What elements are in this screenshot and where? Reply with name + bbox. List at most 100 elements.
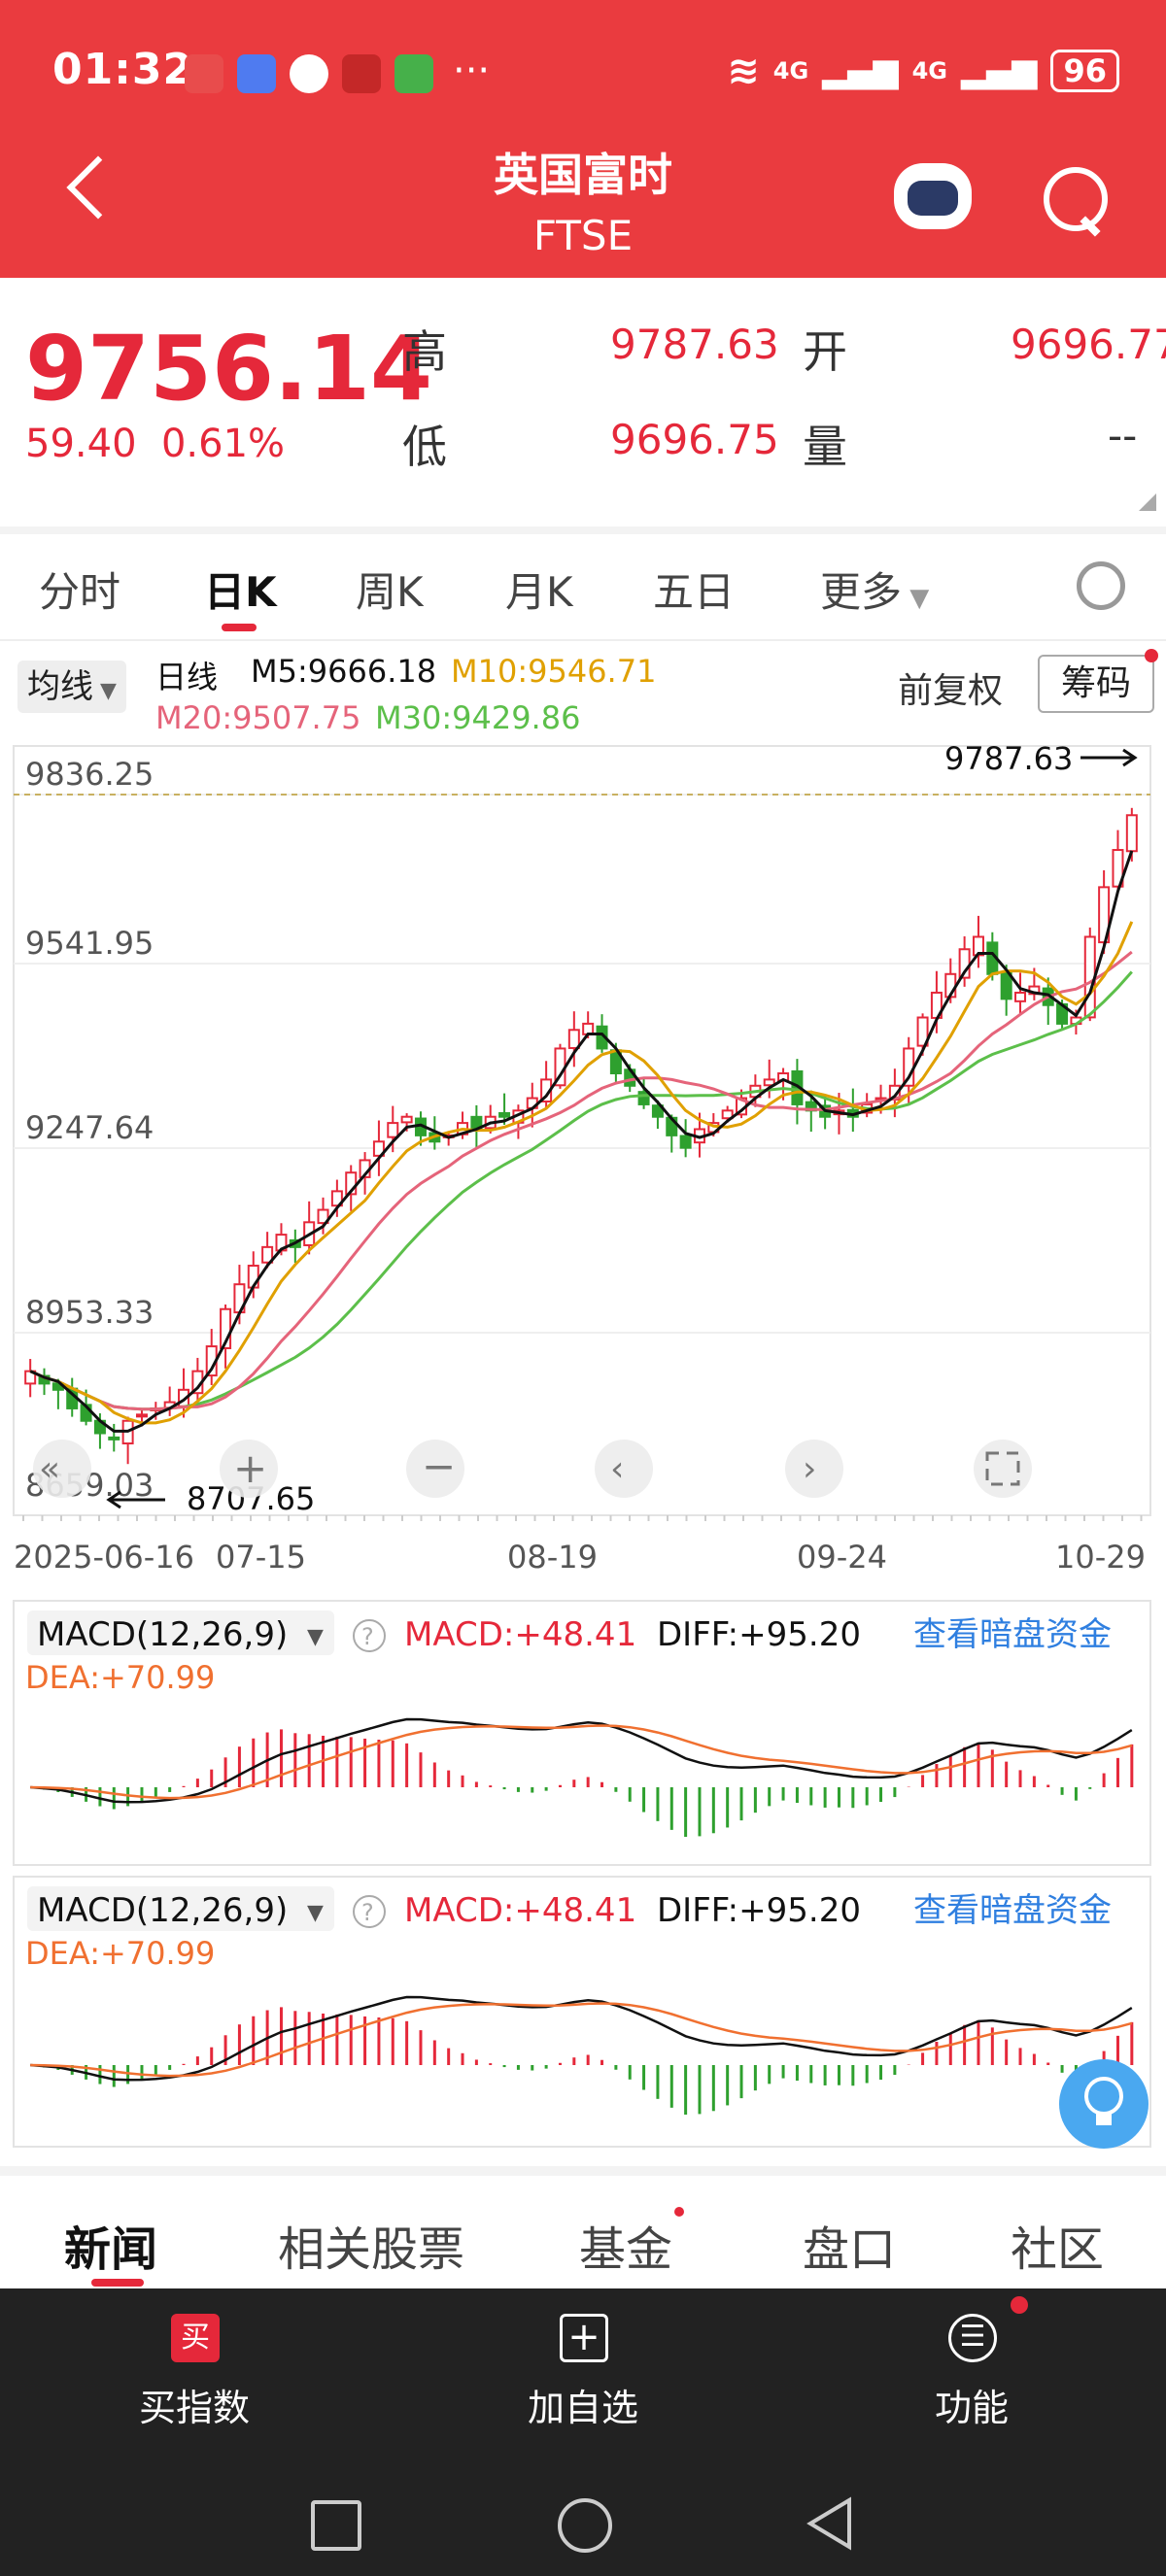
- ma-legend-m10: M10:9546.71: [451, 653, 657, 690]
- kline-chart[interactable]: 9836.25 9541.95 9247.64 8953.33 8659.03 …: [0, 738, 1166, 2166]
- candle: [679, 1119, 692, 1158]
- candle: [1112, 830, 1124, 892]
- low-marker-arrowhead: [106, 1490, 121, 1509]
- network-4g-1: 4G: [772, 57, 809, 85]
- system-nav-bar: [0, 2463, 1166, 2576]
- chart-gridlines: [14, 794, 1150, 1334]
- candle: [763, 1059, 775, 1099]
- tab-news[interactable]: 新闻: [64, 2222, 158, 2277]
- y-tick-1: 9836.25: [25, 756, 154, 793]
- tab-daily-k[interactable]: 日K: [204, 568, 277, 616]
- high-marker-label: 9787.63: [944, 740, 1073, 777]
- notification-dot: [1145, 649, 1158, 662]
- candle: [191, 1357, 204, 1403]
- tab-five-day[interactable]: 五日: [653, 568, 736, 616]
- y-tick-3: 9247.64: [25, 1109, 154, 1146]
- candle: [38, 1368, 51, 1396]
- candle: [861, 1093, 874, 1118]
- page-subtitle: FTSE: [532, 212, 634, 259]
- kline-tabs: 分时 日K 周K 月K 五日 更多 ▼: [0, 534, 1166, 641]
- buy-index-label: 买指数: [138, 2387, 250, 2429]
- svg-text:›: ›: [803, 1449, 816, 1489]
- tab-fenshi[interactable]: 分时: [39, 568, 121, 616]
- tab-more[interactable]: 更多 ▼: [820, 559, 929, 619]
- candle: [651, 1100, 664, 1130]
- macd-panel-2: [30, 1995, 1134, 2115]
- candle-body: [1112, 849, 1124, 888]
- active-tab-indicator: [222, 624, 257, 631]
- zoom-in-control: +: [220, 1440, 278, 1498]
- volume-label: 量: [803, 421, 847, 473]
- dea-line: [30, 2002, 1133, 2078]
- tab-community[interactable]: 社区: [1011, 2222, 1105, 2277]
- candle: [261, 1232, 274, 1269]
- settings-icon[interactable]: [1077, 561, 1125, 610]
- last-price: 9756.14: [25, 317, 433, 421]
- ma-legend-m20: M20:9507.75: [155, 699, 361, 736]
- tab-related-stocks[interactable]: 相关股票: [278, 2222, 465, 2277]
- candle-body: [24, 1370, 37, 1385]
- macd-name-1: MACD(12,26,9): [37, 1615, 288, 1654]
- candle-body: [135, 1413, 148, 1418]
- high-marker-arrowhead: [1122, 748, 1138, 767]
- svg-text:+: +: [233, 1444, 267, 1492]
- buy-index-button[interactable]: 买 买指数: [78, 2288, 311, 2444]
- expand-corner-icon[interactable]: [1139, 493, 1156, 511]
- recent-apps-icon[interactable]: [311, 2500, 361, 2551]
- functions-button[interactable]: ☰ 功能: [855, 2288, 1088, 2444]
- status-right: ≋ 4G ▂▄▆ 4G ▂▄▆ 96: [727, 49, 1119, 93]
- low-label: 低: [402, 421, 447, 473]
- macd-value-2: MACD:+48.41: [404, 1891, 636, 1930]
- back-nav-icon[interactable]: [803, 2496, 857, 2551]
- diff-value-1: DIFF:+95.20: [657, 1615, 861, 1654]
- candle-body: [763, 1078, 775, 1087]
- y-tick-4: 8953.33: [25, 1294, 154, 1331]
- ma-legend-m5: M5:9666.18: [251, 653, 437, 690]
- study-app-icon: [342, 54, 381, 93]
- x-tick-1: 2025-06-16: [14, 1539, 194, 1576]
- more-notifications-icon: ···: [453, 49, 491, 93]
- ma-selector-button[interactable]: 均线 ▼: [17, 661, 126, 713]
- candle: [372, 1120, 385, 1176]
- candle: [163, 1386, 176, 1416]
- add-watchlist-button[interactable]: + 加自选: [466, 2288, 700, 2444]
- dea-value-1: DEA:+70.99: [25, 1659, 215, 1696]
- adjust-price-toggle[interactable]: 前复权: [898, 671, 1004, 711]
- candle: [121, 1416, 134, 1465]
- high-label: 高: [402, 325, 447, 378]
- page-title: 英国富时: [494, 149, 672, 201]
- wifi-icon: ≋: [727, 49, 760, 93]
- svg-text:−: −: [422, 1442, 456, 1490]
- tab-monthly-k[interactable]: 月K: [505, 568, 573, 616]
- content-tabs: 新闻 相关股票 基金 盘口 社区: [0, 2176, 1166, 2288]
- candle-body: [637, 1091, 650, 1105]
- tab-funds[interactable]: 基金: [579, 2222, 673, 2277]
- ma-selector-label: 均线: [27, 667, 93, 706]
- battery-indicator: 96: [1050, 50, 1119, 92]
- candle-body: [220, 1307, 232, 1349]
- svg-text:«: «: [39, 1449, 60, 1489]
- zoom-out-control: −: [406, 1440, 464, 1498]
- functions-label: 功能: [934, 2387, 1009, 2429]
- home-icon[interactable]: [558, 2498, 612, 2553]
- candle-body: [721, 1109, 734, 1120]
- network-4g-2: 4G: [911, 57, 948, 85]
- quote-panel: 9756.14 59.40 0.61% 高 9787.63 开 9696.77 …: [0, 278, 1166, 526]
- tab-order-book[interactable]: 盘口: [803, 2222, 897, 2277]
- tab-weekly-k[interactable]: 周K: [356, 568, 424, 616]
- wechat-icon: [290, 54, 328, 93]
- macd-name-2: MACD(12,26,9): [37, 1891, 288, 1930]
- functions-notification-dot: [1011, 2296, 1028, 2314]
- candle: [387, 1105, 399, 1153]
- signal-icon-1: ▂▄▆: [822, 51, 899, 90]
- macd-selector-1: [27, 1610, 334, 1655]
- ai-assistant-face: [908, 181, 958, 216]
- help-icon: [353, 1619, 386, 1652]
- dea-line: [30, 1724, 1133, 1800]
- app-header: 01:32 ··· ≋ 4G ▂▄▆ 4G ▂▄▆ 96 英国富时 FTSE: [0, 0, 1166, 278]
- chevron-down-icon: ▼: [307, 1901, 324, 1925]
- candle-body: [1125, 814, 1138, 853]
- chip-distribution-button[interactable]: 筹码: [1038, 655, 1154, 713]
- search-icon[interactable]: [1044, 167, 1108, 231]
- svg-text:‹: ‹: [610, 1449, 624, 1489]
